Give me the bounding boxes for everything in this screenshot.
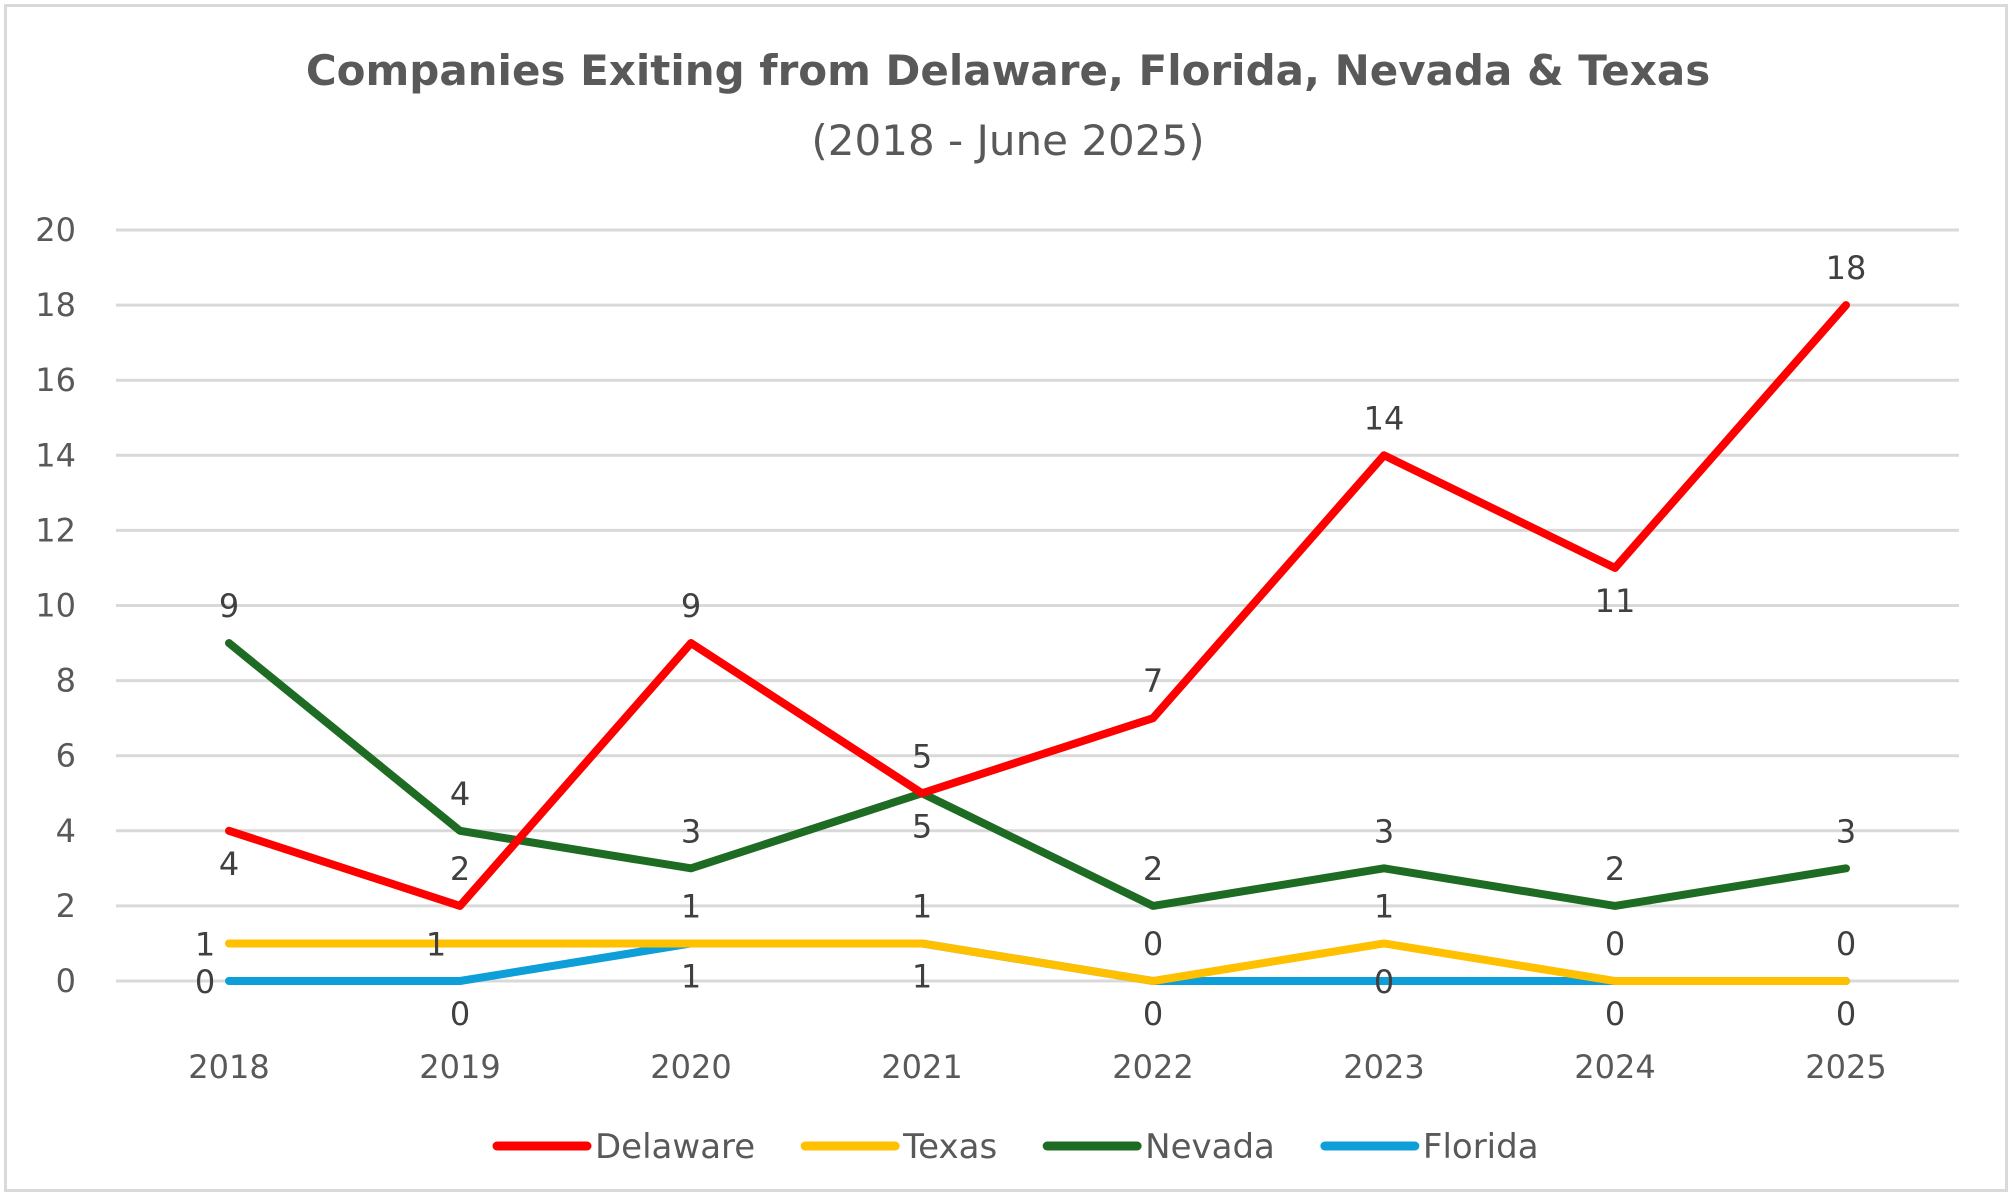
legend-label-delaware: Delaware xyxy=(595,1127,755,1167)
data-label-nevada: 3 xyxy=(1374,812,1394,850)
series-line-nevada xyxy=(225,639,1850,910)
data-label-florida: 0 xyxy=(1143,995,1163,1033)
chart-area xyxy=(4,4,2008,1192)
data-label-nevada: 5 xyxy=(912,807,932,845)
data-label-texas: 0 xyxy=(1836,925,1856,963)
data-label-delaware: 4 xyxy=(219,845,239,883)
y-tick-label: 20 xyxy=(35,211,76,249)
data-label-nevada: 4 xyxy=(450,775,470,813)
y-tick-label: 12 xyxy=(35,511,76,549)
data-label-florida: 0 xyxy=(450,995,470,1033)
data-label-delaware: 9 xyxy=(681,587,701,625)
x-tick-label: 2022 xyxy=(1112,1048,1193,1086)
data-label-texas: 0 xyxy=(1605,925,1625,963)
data-label-texas: 1 xyxy=(195,925,215,963)
y-tick-label: 2 xyxy=(56,887,76,925)
legend-label-nevada: Nevada xyxy=(1145,1127,1275,1167)
x-tick-label: 2021 xyxy=(881,1048,962,1086)
legend-label-florida: Florida xyxy=(1423,1127,1539,1167)
data-label-florida: 0 xyxy=(1605,995,1625,1033)
data-label-nevada: 3 xyxy=(681,812,701,850)
x-tick-label: 2023 xyxy=(1343,1048,1424,1086)
y-tick-label: 8 xyxy=(56,662,76,700)
data-label-florida: 1 xyxy=(912,957,932,995)
y-tick-label: 16 xyxy=(35,361,76,399)
y-tick-label: 0 xyxy=(56,962,76,1000)
data-label-delaware: 5 xyxy=(912,737,932,775)
data-label-texas: 0 xyxy=(1143,925,1163,963)
y-tick-label: 10 xyxy=(35,587,76,625)
data-label-florida: 0 xyxy=(195,963,215,1001)
x-tick-label: 2018 xyxy=(188,1048,269,1086)
series-line-texas xyxy=(225,939,1850,985)
x-tick-label: 2019 xyxy=(419,1048,500,1086)
data-label-delaware: 14 xyxy=(1364,399,1405,437)
data-label-nevada: 3 xyxy=(1836,812,1856,850)
data-label-nevada: 2 xyxy=(1143,850,1163,888)
data-label-texas: 1 xyxy=(1374,887,1394,925)
data-label-nevada: 9 xyxy=(219,587,239,625)
legend-label-texas: Texas xyxy=(902,1127,997,1167)
y-tick-label: 4 xyxy=(56,812,76,850)
series-line-delaware xyxy=(225,301,1850,910)
data-label-delaware: 18 xyxy=(1826,249,1867,287)
data-label-delaware: 7 xyxy=(1143,662,1163,700)
data-label-florida: 0 xyxy=(1374,963,1394,1001)
data-label-florida: 0 xyxy=(1836,995,1856,1033)
data-label-florida: 1 xyxy=(681,957,701,995)
data-label-nevada: 2 xyxy=(1605,850,1625,888)
x-tick-label: 2025 xyxy=(1805,1048,1886,1086)
data-label-texas: 1 xyxy=(681,887,701,925)
chart-title: Companies Exiting from Delaware, Florida… xyxy=(305,46,1711,95)
y-tick-label: 14 xyxy=(35,436,76,474)
x-tick-label: 2024 xyxy=(1574,1048,1655,1086)
data-label-delaware: 2 xyxy=(450,850,470,888)
y-tick-label: 6 xyxy=(56,737,76,775)
data-label-delaware: 11 xyxy=(1595,582,1636,620)
data-label-texas: 1 xyxy=(426,925,446,963)
chart-subtitle: (2018 - June 2025) xyxy=(811,116,1205,165)
x-tick-label: 2020 xyxy=(650,1048,731,1086)
data-label-texas: 1 xyxy=(912,887,932,925)
y-tick-label: 18 xyxy=(35,286,76,324)
